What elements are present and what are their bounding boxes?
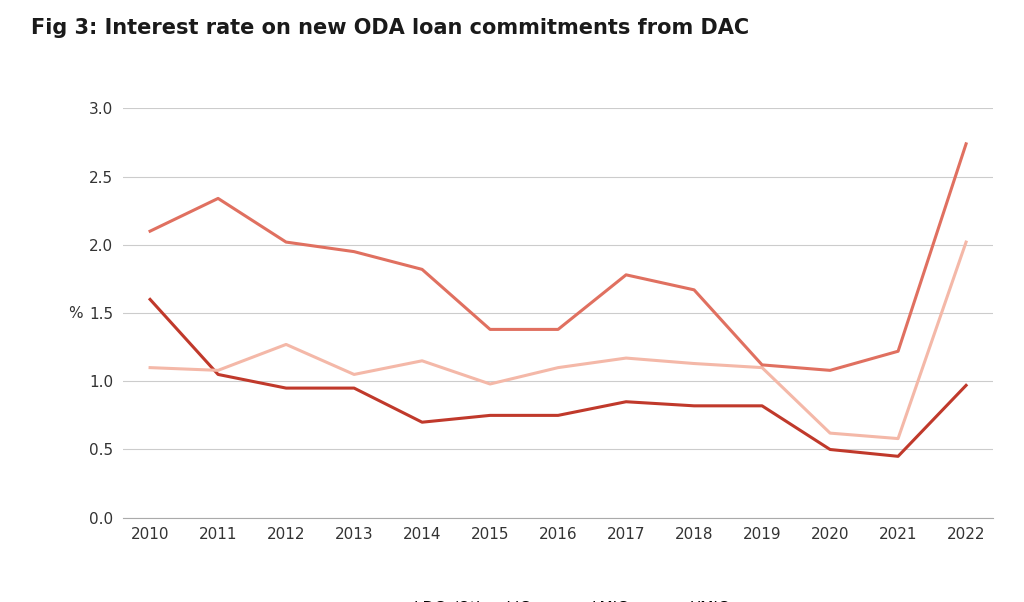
Text: Fig 3: Interest rate on new ODA loan commitments from DAC: Fig 3: Interest rate on new ODA loan com… — [31, 18, 749, 38]
Legend: LDCs/Other LICs, LMICs, UMICs: LDCs/Other LICs, LMICs, UMICs — [373, 595, 743, 602]
Y-axis label: %: % — [68, 306, 82, 320]
